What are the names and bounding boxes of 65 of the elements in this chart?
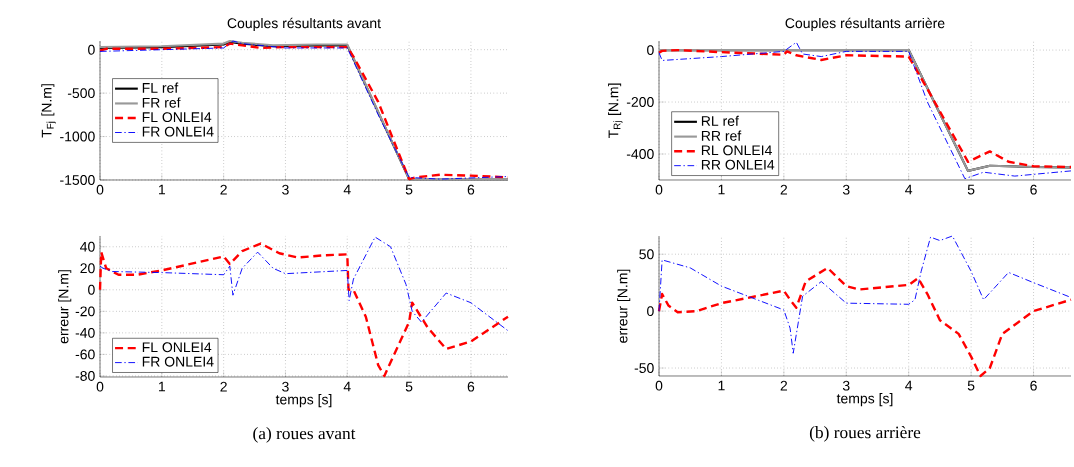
x-tick-label: 4 <box>905 380 913 391</box>
x-tick-label: 1 <box>159 381 166 392</box>
x-tick-label: 0 <box>655 184 663 195</box>
legend-label: RL ONLEI4 <box>701 145 772 156</box>
chart-title: Couples résultants arrière <box>785 17 945 31</box>
x-tick-label: 6 <box>467 381 475 392</box>
legend-label: RR ONLEI4 <box>701 159 775 170</box>
y-tick-label: 40 <box>80 241 95 252</box>
x-tick-label: 5 <box>405 381 413 392</box>
x-tick-label: 4 <box>343 381 351 392</box>
y-tick-label: -20 <box>75 306 95 317</box>
x-tick-label: 2 <box>220 184 227 195</box>
y-tick-label: 0 <box>647 45 654 56</box>
y-tick-label: 0 <box>88 44 95 55</box>
x-axis-title: temps [s] <box>836 393 893 407</box>
legend-label: RL ref <box>701 115 739 127</box>
x-tick-label: 6 <box>467 184 475 195</box>
x-tick-label: 0 <box>655 380 663 391</box>
x-tick-label: 6 <box>1030 380 1037 391</box>
x-tick-label: 1 <box>159 184 166 195</box>
y-tick-label: 0 <box>88 284 95 295</box>
x-tick-label: 0 <box>96 184 104 195</box>
x-tick-label: 1 <box>718 184 725 195</box>
x-tick-label: 3 <box>282 184 289 195</box>
x-tick-label: 5 <box>967 380 975 391</box>
x-tick-label: 5 <box>405 184 413 195</box>
x-tick-label: 6 <box>1030 184 1037 195</box>
legend-label: FR ref <box>142 97 181 108</box>
legend-label: FR ONLEI4 <box>142 356 214 367</box>
y-tick-label: -1500 <box>60 175 95 185</box>
x-tick-label: 2 <box>780 380 788 391</box>
y-tick-label: -1000 <box>60 131 95 142</box>
x-tick-label: 3 <box>842 380 850 391</box>
x-axis-title: temps [s] <box>275 394 332 408</box>
legend-label: FR ONLEI4 <box>142 126 214 137</box>
y-tick-label: 20 <box>80 263 95 274</box>
legend-label: RR ref <box>701 130 742 141</box>
legend-label: FL ONLEI4 <box>142 112 212 123</box>
y-tick-label: -80 <box>75 370 95 381</box>
x-tick-label: 4 <box>905 184 913 195</box>
x-tick-label: 0 <box>96 381 104 392</box>
x-tick-label: 1 <box>718 380 725 391</box>
x-tick-label: 2 <box>220 381 227 392</box>
y-axis-title: T$_{Rj}$ [N.m] <box>608 83 623 139</box>
y-axis-title: T$_{Fj}$ [N.m] <box>41 84 56 138</box>
chart-title: Couples résultants avant <box>227 17 381 31</box>
y-tick-label: -500 <box>67 88 95 99</box>
y-tick-label: 0 <box>647 306 654 317</box>
y-axis-title: erreur [N.m] <box>58 270 72 344</box>
y-tick-label: -50 <box>634 363 654 373</box>
legend-label: FL ONLEI4 <box>142 342 212 353</box>
x-tick-label: 2 <box>780 184 788 195</box>
legend-label: FL ref <box>142 82 179 93</box>
y-tick-label: -400 <box>626 149 654 159</box>
text: (b) roues arrière <box>809 426 921 442</box>
x-tick-label: 4 <box>343 184 351 195</box>
y-tick-label: -200 <box>626 97 654 108</box>
y-tick-label: 50 <box>639 249 654 260</box>
y-tick-label: -60 <box>75 349 95 360</box>
y-axis-title: erreur [N.m] <box>617 269 631 343</box>
y-tick-label: -40 <box>75 327 95 338</box>
x-tick-label: 5 <box>967 184 975 195</box>
text: (a) roues avant <box>253 427 356 443</box>
x-tick-label: 3 <box>842 184 850 195</box>
x-tick-label: 3 <box>282 381 289 392</box>
